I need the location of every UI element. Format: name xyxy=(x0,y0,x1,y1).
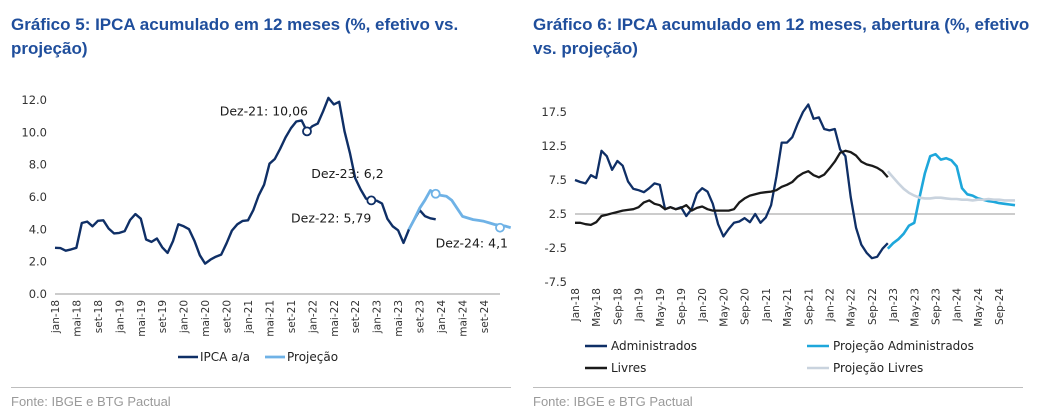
x-tick-label: Sep-23 xyxy=(930,288,942,325)
x-tick-label: May-21 xyxy=(782,288,794,327)
x-tick-label: Sep-21 xyxy=(803,288,815,325)
x-tick-label: set-19 xyxy=(157,300,169,333)
y-tick-label: -2.5 xyxy=(545,241,567,255)
x-tick-label: May-23 xyxy=(909,288,921,327)
chart-title: Gráfico 5: IPCA acumulado em 12 meses (%… xyxy=(11,15,459,58)
y-tick-label: 6.0 xyxy=(29,190,47,204)
y-tick-label: 12.5 xyxy=(541,139,567,153)
x-tick-label: Sep-22 xyxy=(867,288,879,325)
legend-label: Projeção Livres xyxy=(833,361,923,375)
legend-label: IPCA a/a xyxy=(200,350,250,364)
x-tick-label: May-19 xyxy=(655,288,667,327)
y-tick-label: 12.0 xyxy=(21,93,47,107)
x-tick-label: set-21 xyxy=(286,300,298,333)
x-tick-label: Sep-19 xyxy=(676,288,688,325)
legend-label: Projeção Administrados xyxy=(833,339,974,353)
x-tick-label: set-22 xyxy=(350,300,362,333)
annotation-marker xyxy=(430,188,441,199)
y-tick-label: 17.5 xyxy=(541,105,567,119)
annotation-label: Dez-22: 5,79 xyxy=(291,210,371,225)
x-tick-label: Jan-23 xyxy=(888,288,900,322)
x-tick-label: May-22 xyxy=(846,288,858,327)
x-tick-label: set-24 xyxy=(479,300,491,334)
annotation-marker xyxy=(366,195,377,206)
x-tick-label: jan-18 xyxy=(50,300,62,334)
chart-panel-ipca-breakdown: Gráfico 6: IPCA acumulado em 12 meses, a… xyxy=(532,0,1055,414)
ipca-line-chart: 0.0 2.0 4.0 6.0 8.0 10.0 12.0 jan-18 mai-18 set-1… xyxy=(21,93,512,364)
x-tick-label: set-23 xyxy=(415,300,427,333)
x-tick-label: Jan-24 xyxy=(952,288,964,323)
y-tick-label: 4.0 xyxy=(29,222,47,236)
x-tick-label: Jan-21 xyxy=(761,288,773,322)
annotation-label: Dez-24: 4,1 xyxy=(436,236,508,251)
series-line-proje-o-administrados xyxy=(886,152,1016,250)
x-tick-label: jan-19 xyxy=(114,300,126,334)
x-tick-label: mai-19 xyxy=(136,300,148,337)
x-tick-label: mai-21 xyxy=(264,300,276,337)
series-line-proje-o xyxy=(407,189,512,231)
legend-label: Livres xyxy=(611,361,646,375)
divider xyxy=(11,387,511,388)
y-tick-label: 2.0 xyxy=(29,255,47,269)
annotation-marker xyxy=(495,222,505,233)
x-tick-label: jan-22 xyxy=(307,300,319,334)
x-tick-label: set-18 xyxy=(93,300,105,333)
x-tick-label: mai-23 xyxy=(393,300,405,337)
x-tick-label: May-18 xyxy=(591,288,603,327)
series-line-proje-o-livres xyxy=(886,170,1015,202)
x-tick-label: jan-21 xyxy=(243,300,255,334)
x-tick-label: mai-24 xyxy=(457,300,469,337)
chart-panel-ipca: Gráfico 5: IPCA acumulado em 12 meses (%… xyxy=(0,0,520,414)
y-tick-label: 0.0 xyxy=(29,287,47,301)
x-tick-label: Jan-22 xyxy=(824,288,836,322)
y-tick-label: 8.0 xyxy=(29,158,47,172)
annotation-label: Dez-21: 10,06 xyxy=(220,103,308,118)
x-tick-label: jan-23 xyxy=(372,300,384,334)
y-tick-label: 7.5 xyxy=(549,173,567,187)
legend-label: Projeção xyxy=(287,350,338,364)
x-tick-label: May-20 xyxy=(718,288,730,327)
x-tick-label: Jan-19 xyxy=(634,288,646,322)
x-tick-label: Sep-20 xyxy=(740,288,752,325)
x-tick-label: mai-18 xyxy=(71,300,83,337)
x-tick-label: jan-24 xyxy=(436,300,448,334)
source-note: Fonte: IBGE e BTG Pactual xyxy=(11,394,171,409)
x-tick-label: mai-20 xyxy=(200,300,212,337)
series-line-livres xyxy=(575,149,889,227)
y-tick-label: 2.5 xyxy=(549,207,567,221)
x-tick-label: Sep-24 xyxy=(994,288,1006,325)
source-note: Fonte: IBGE e BTG Pactual xyxy=(533,394,693,409)
annotation-label: Dez-23: 6,2 xyxy=(311,166,383,181)
x-tick-label: set-20 xyxy=(222,300,234,333)
annotation-marker xyxy=(302,126,312,137)
x-tick-label: jan-20 xyxy=(179,300,191,334)
x-tick-label: May-24 xyxy=(973,288,985,327)
divider xyxy=(533,387,1023,388)
x-tick-label: mai-22 xyxy=(329,300,341,337)
x-tick-label: Jan-18 xyxy=(570,288,582,322)
y-tick-label: -7.5 xyxy=(545,275,567,289)
x-tick-label: Sep-18 xyxy=(612,288,624,325)
series-line-administrados xyxy=(574,103,889,260)
x-tick-label: Jan-20 xyxy=(697,288,709,322)
y-tick-label: 10.0 xyxy=(21,125,47,139)
legend-label: Administrados xyxy=(611,339,697,353)
chart-title: Gráfico 6: IPCA acumulado em 12 meses, a… xyxy=(533,15,1030,58)
